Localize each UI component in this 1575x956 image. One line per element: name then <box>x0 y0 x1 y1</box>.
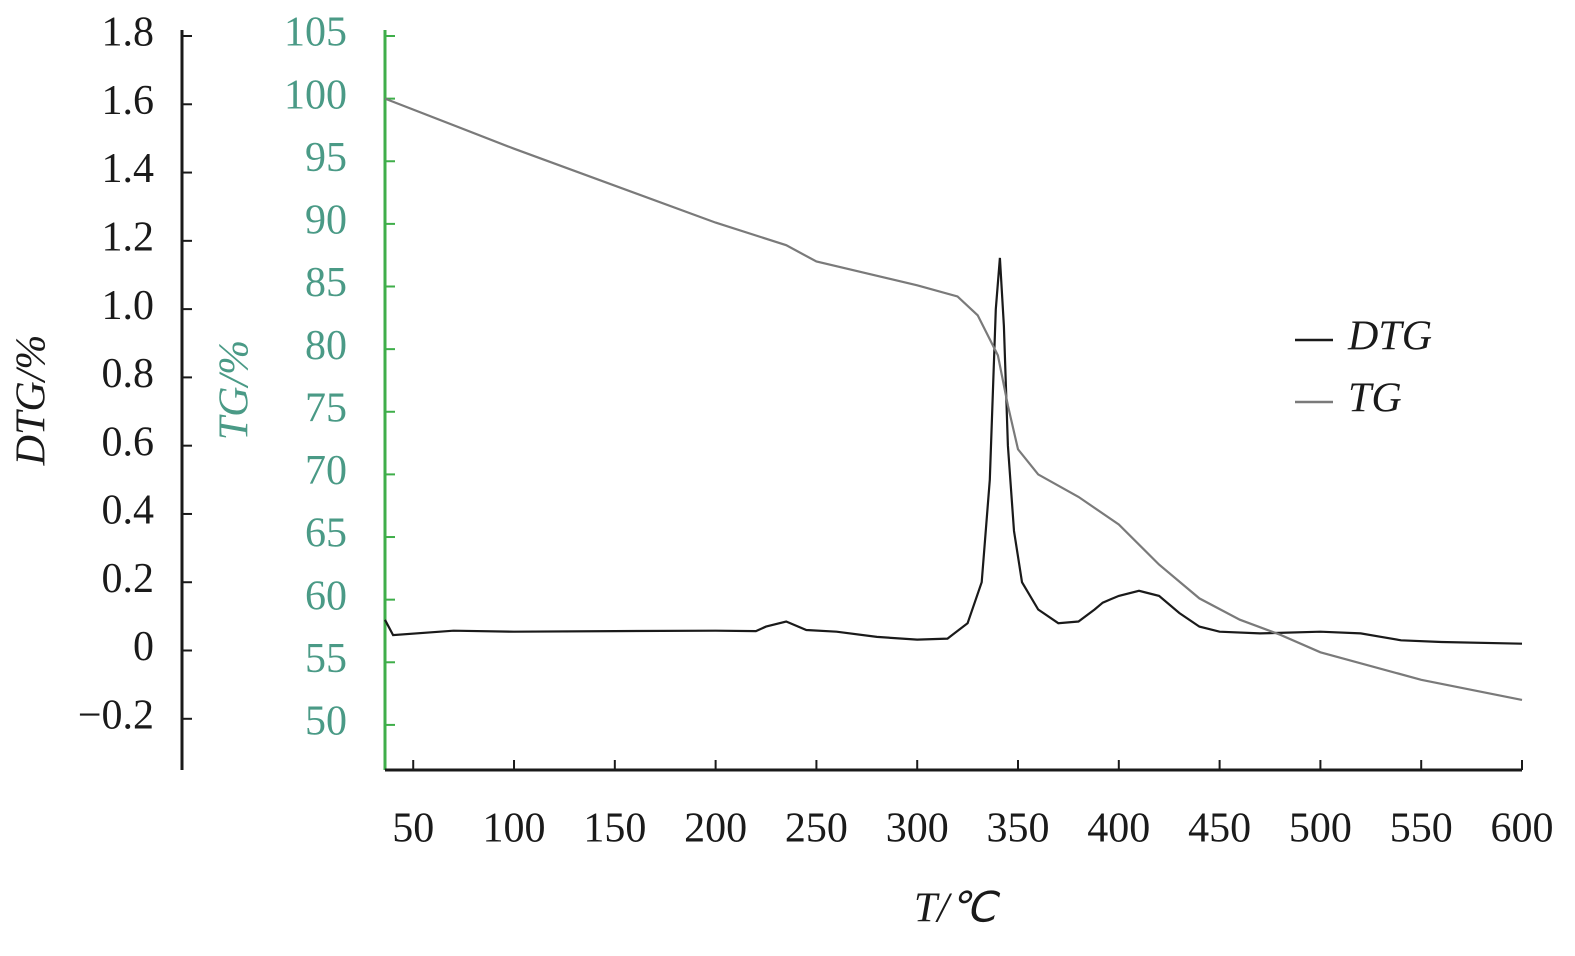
y2-tick-label: 55 <box>305 636 347 682</box>
series-line <box>384 257 1523 645</box>
y-tick-label: 1.6 <box>102 78 155 124</box>
y-tick-label: −0.2 <box>78 692 154 738</box>
series-line <box>384 97 1523 701</box>
y-tick-label: 1.8 <box>102 10 155 56</box>
y-tick-label: 0 <box>133 624 154 670</box>
y-tick-label: 0.8 <box>102 351 155 397</box>
x-tick-label: 250 <box>785 806 848 852</box>
x-tick-label: 100 <box>483 806 546 852</box>
x-tick-label: 350 <box>987 806 1050 852</box>
x-tick-label: 600 <box>1491 806 1554 852</box>
y-tick-label: 0.6 <box>102 419 155 465</box>
y-tick-label: 1.2 <box>102 214 155 260</box>
y2-tick-label: 95 <box>305 135 347 181</box>
x-tick-label: 50 <box>392 806 434 852</box>
legend-label: TG <box>1348 376 1402 422</box>
x-axis-label: T/℃ <box>914 886 1001 932</box>
y-tick-label: 1.4 <box>102 146 155 192</box>
x-tick-label: 550 <box>1390 806 1453 852</box>
y2-tick-label: 105 <box>284 10 347 56</box>
legend-label: DTG <box>1347 314 1432 360</box>
y-tick-label: 0.4 <box>102 488 155 534</box>
x-tick-label: 400 <box>1087 806 1150 852</box>
y-tick-label: 1.0 <box>102 283 155 329</box>
y2-tick-label: 85 <box>305 260 347 306</box>
x-tick-label: 500 <box>1289 806 1352 852</box>
y2-tick-label: 60 <box>305 573 347 619</box>
y2-tick-label: 90 <box>305 198 347 244</box>
y-tick-label: 0.2 <box>102 556 155 602</box>
x-tick-label: 200 <box>684 806 747 852</box>
x-tick-label: 150 <box>583 806 646 852</box>
y2-tick-label: 100 <box>284 72 347 118</box>
y2-tick-label: 70 <box>305 448 347 494</box>
y-axis-label: DTG/% <box>9 335 55 467</box>
x-tick-label: 300 <box>886 806 949 852</box>
y2-tick-label: 65 <box>305 511 347 557</box>
y2-tick-label: 50 <box>305 699 347 745</box>
y2-tick-label: 80 <box>305 323 347 369</box>
y2-tick-label: 75 <box>305 385 347 431</box>
x-tick-label: 450 <box>1188 806 1251 852</box>
y2-axis-label: TG/% <box>212 340 258 440</box>
